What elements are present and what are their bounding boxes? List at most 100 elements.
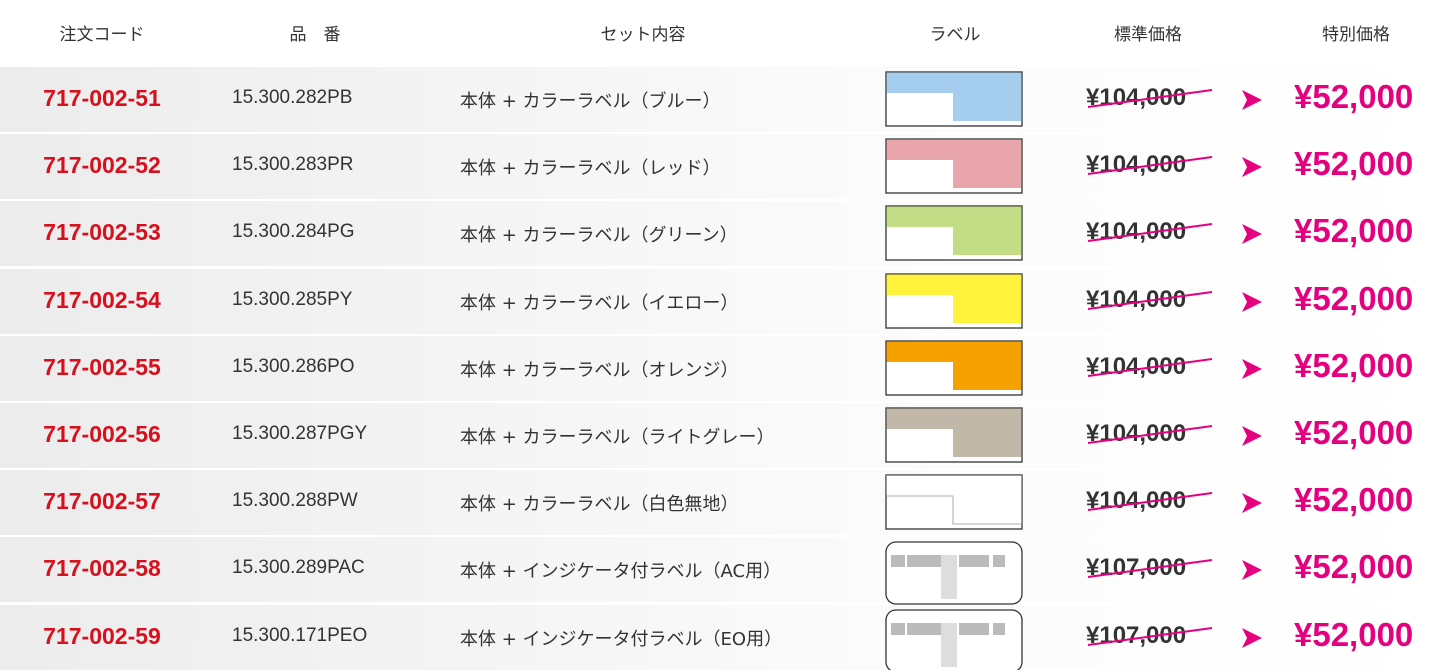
- standard-price: ¥104,000: [1086, 218, 1187, 246]
- standard-price: ¥104,000: [1086, 352, 1187, 380]
- arrow-head: [1242, 627, 1262, 648]
- column-header: 品 番: [289, 25, 341, 45]
- part-number: 15.300.287PGY: [232, 423, 368, 444]
- indicator-mark: [907, 622, 941, 635]
- strike-line: [1087, 357, 1213, 377]
- strike-line: [1087, 559, 1213, 579]
- arrow: [1242, 224, 1262, 245]
- table-row: 717-002-51 15.300.282PB 本体 + カラーラベル（ブルー） ¥1…: [0, 67, 1438, 132]
- standard-price: ¥104,000: [1086, 151, 1187, 179]
- column-header: セット内容: [600, 25, 686, 45]
- table-row: 717-002-59 15.300.171PEO 本体 + インジケータ付ラベル（E…: [0, 604, 1438, 670]
- order-code: 717-002-59: [43, 622, 161, 649]
- part-number: 15.300.171PEO: [232, 624, 368, 646]
- swatch-color: [886, 274, 1022, 323]
- part-number: 15.300.286PO: [232, 355, 355, 377]
- strike: [1087, 425, 1213, 444]
- column-header: ラベル: [929, 25, 981, 45]
- set-content: 本体 + カラーラベル（レッド）: [460, 158, 721, 180]
- indicator-mark: [959, 555, 989, 568]
- arrow: [1242, 426, 1262, 446]
- part-number: 15.300.288PW: [232, 490, 358, 512]
- special-price: ¥52,000: [1294, 145, 1414, 183]
- table-row: 717-002-55 15.300.286PO 本体 + カラーラベル（オレンジ） ¥…: [0, 335, 1438, 401]
- arrow: [1242, 157, 1262, 178]
- standard-price: ¥107,000: [1086, 621, 1187, 649]
- arrow-head: [1242, 224, 1262, 245]
- arrow-head: [1242, 493, 1262, 514]
- swatch-color: [886, 206, 1022, 256]
- swatch-color: [886, 475, 1022, 525]
- table-row: 717-002-58 15.300.289PAC 本体 + インジケータ付ラベル（A…: [0, 537, 1438, 606]
- part-number: 15.300.282PB: [232, 87, 353, 108]
- order-code: 717-002-58: [43, 555, 161, 582]
- label-swatch: [885, 272, 1023, 329]
- strike: [1087, 89, 1213, 108]
- set-content: 本体 + カラーラベル（オレンジ）: [460, 359, 739, 381]
- arrow: [1242, 493, 1262, 514]
- column-header: 特別価格: [1322, 25, 1390, 45]
- arrow: [1242, 90, 1262, 110]
- table-row: 717-002-56 15.300.287PGY 本体 + カラーラベル（ライトグレ…: [0, 403, 1438, 468]
- set-content: 本体 + カラーラベル（ライトグレー）: [460, 427, 775, 448]
- column-header: 標準価格: [1114, 25, 1182, 45]
- strike-line: [1087, 156, 1213, 176]
- arrow-head: [1242, 90, 1262, 110]
- indicator-mark: [891, 555, 905, 568]
- strike-line: [1087, 492, 1213, 512]
- special-price: ¥52,000: [1294, 279, 1414, 317]
- arrow-head: [1242, 426, 1262, 446]
- special-price: ¥52,000: [1294, 414, 1414, 451]
- swatch-color: [886, 341, 1022, 390]
- indicator-mark: [907, 555, 941, 568]
- special-price: ¥52,000: [1294, 212, 1414, 250]
- special-price: ¥52,000: [1294, 615, 1414, 653]
- swatch-color: [886, 72, 1022, 121]
- label-swatch: [885, 71, 1023, 127]
- standard-price: ¥107,000: [1086, 554, 1187, 582]
- special-price: ¥52,000: [1294, 78, 1414, 115]
- label-swatch: [885, 608, 1023, 670]
- arrow: [1242, 358, 1262, 379]
- part-number: 15.300.283PR: [232, 154, 354, 176]
- indicator-stem: [941, 555, 957, 600]
- set-content: 本体 + カラーラベル（白色無地）: [460, 494, 739, 516]
- arrow: [1242, 560, 1262, 581]
- indicator-mark: [993, 622, 1005, 635]
- special-price: ¥52,000: [1294, 481, 1414, 519]
- strike: [1087, 492, 1213, 512]
- order-code: 717-002-56: [43, 421, 161, 447]
- arrow-head: [1242, 291, 1262, 312]
- strike: [1087, 290, 1213, 310]
- label-swatch: [885, 138, 1023, 194]
- swatch-color: [886, 139, 1022, 189]
- table-row: 717-002-53 15.300.284PG 本体 + カラーラベル（グリーン） ¥…: [0, 201, 1438, 267]
- part-number: 15.300.284PG: [232, 221, 355, 243]
- table-row: 717-002-54 15.300.285PY 本体 + カラーラベル（イエロー） ¥…: [0, 268, 1438, 334]
- strike: [1087, 357, 1213, 377]
- standard-price: ¥104,000: [1086, 84, 1187, 111]
- label-swatch: [885, 205, 1023, 262]
- set-content: 本体 + カラーラベル（ブルー）: [460, 91, 721, 112]
- order-code: 717-002-54: [43, 286, 161, 313]
- arrow: [1242, 627, 1262, 648]
- order-code: 717-002-51: [43, 85, 161, 111]
- strike: [1087, 223, 1213, 243]
- order-code: 717-002-57: [43, 488, 161, 515]
- strike: [1087, 626, 1213, 646]
- label-swatch: [885, 407, 1023, 463]
- strike-line: [1087, 89, 1213, 108]
- set-content: 本体 + カラーラベル（イエロー）: [460, 292, 739, 314]
- set-content: 本体 + カラーラベル（グリーン）: [460, 225, 738, 247]
- strike-line: [1087, 223, 1213, 243]
- strike-line: [1087, 626, 1213, 646]
- arrow: [1242, 291, 1262, 312]
- strike-line: [1087, 290, 1213, 310]
- table-row: 717-002-57 15.300.288PW 本体 + カラーラベル（白色無地） ¥…: [0, 470, 1438, 536]
- table-row: 717-002-52 15.300.283PR 本体 + カラーラベル（レッド） ¥1…: [0, 134, 1438, 200]
- label-swatch: [885, 340, 1023, 396]
- indicator-stem: [941, 622, 957, 667]
- order-code: 717-002-55: [43, 353, 161, 380]
- arrow-head: [1242, 358, 1262, 379]
